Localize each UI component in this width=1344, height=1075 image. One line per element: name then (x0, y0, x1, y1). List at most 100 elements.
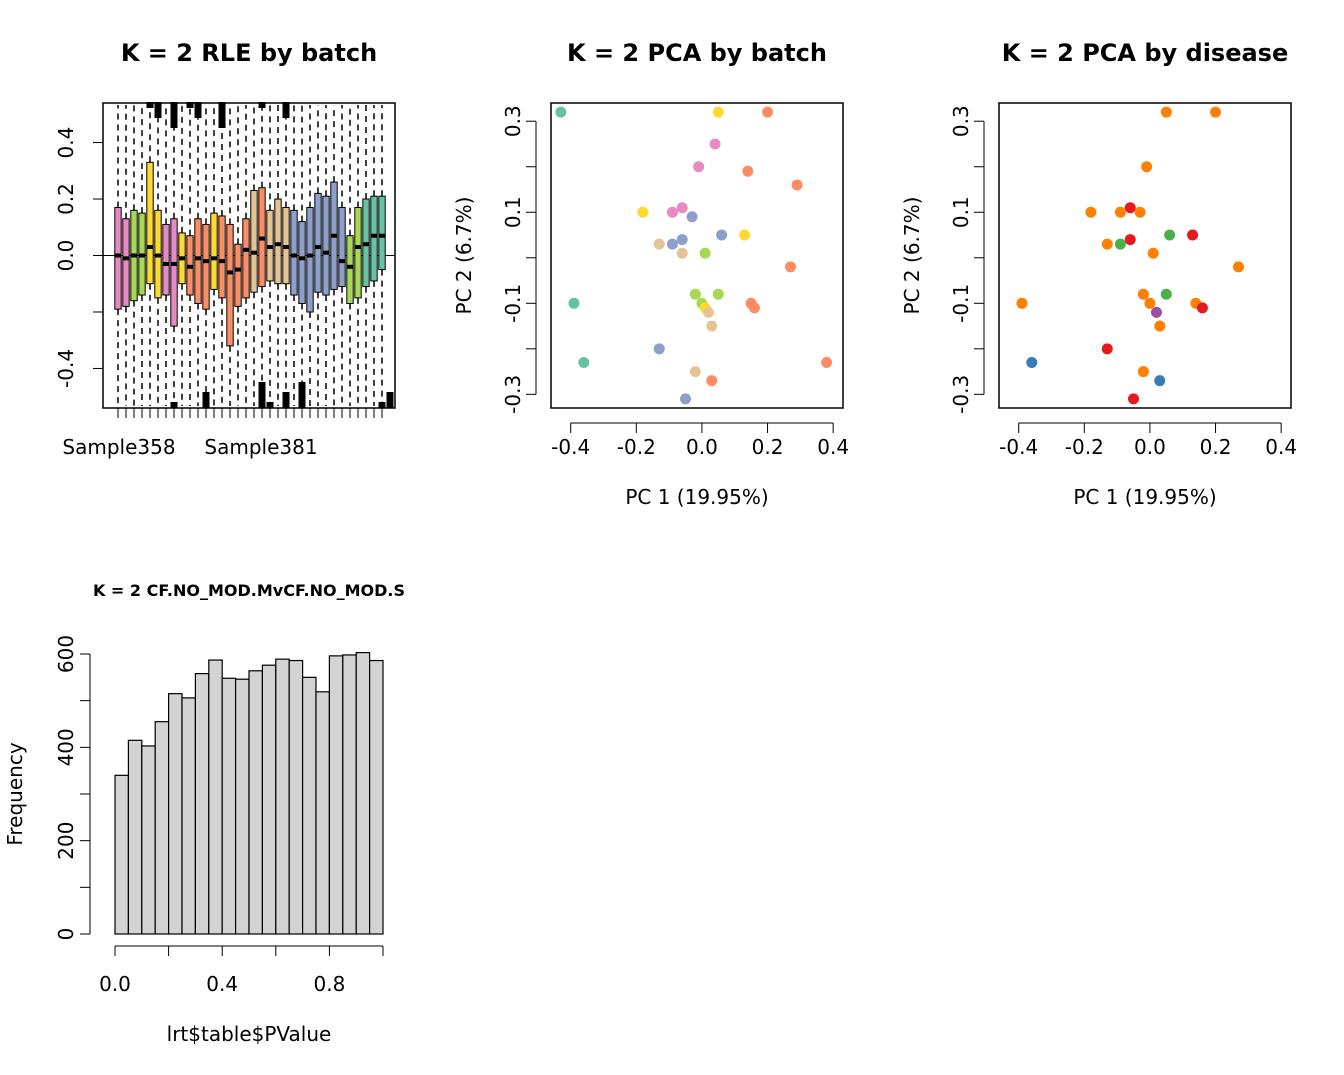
pca-batch-point (637, 206, 649, 218)
rle-box (242, 218, 250, 299)
rle-outlier-top (218, 102, 226, 128)
pca-disease-point (1141, 161, 1153, 173)
pca-batch-point (712, 106, 724, 118)
pca-batch-x-tick-label: 0.4 (817, 435, 849, 459)
rle-outlier-bottom (170, 402, 178, 408)
pca-batch-point (676, 234, 688, 246)
rle-box (170, 218, 178, 327)
rle-box (210, 212, 218, 290)
pca-batch-point (821, 356, 833, 368)
rle-y-tick-label: -0.4 (54, 349, 78, 388)
pca-batch-point (666, 206, 678, 218)
histogram-x-tick-label: 0.8 (313, 972, 345, 996)
rle-box (122, 218, 130, 307)
pca-disease-point (1154, 320, 1166, 332)
pca-batch-point (680, 393, 692, 405)
rle-box (194, 218, 202, 305)
histogram-bar (221, 677, 237, 935)
histogram-bar (302, 676, 317, 935)
rle-x-tick-label: Sample358 (62, 435, 175, 459)
histogram-x-tick-label: 0.4 (206, 972, 238, 996)
pca-disease-chart-title: K = 2 PCA by disease (1002, 39, 1289, 67)
rle-outlier-bottom (298, 382, 306, 408)
histogram-bar (194, 672, 210, 935)
pca-batch-point (791, 179, 803, 191)
histogram-panel: K = 2 CF.NO_MOD.MvCF.NO_MOD.S 0.0 0.4 0.8 0 2… (3, 581, 405, 1046)
pca-batch-point (568, 297, 580, 309)
pca-batch-point (712, 288, 724, 300)
rle-outlier-top (194, 102, 202, 118)
rle-chart-title: K = 2 RLE by batch (121, 39, 377, 67)
histogram-y-tick-label: 600 (54, 635, 78, 673)
rle-outlier-bottom (378, 402, 386, 408)
rle-box (370, 195, 378, 282)
pca-disease-x-tick-label: 0.0 (1134, 435, 1166, 459)
pca-batch-x-tick-label: 0.0 (686, 435, 718, 459)
pca-disease-panel: K = 2 PCA by disease -0.4 -0.2 0.0 0.2 0.4 0.3… (900, 39, 1297, 509)
histogram-bar (369, 659, 384, 935)
rle-outlier-top (170, 102, 178, 128)
pca-disease-point (1085, 206, 1097, 218)
pca-batch-y-tick-label: 0.1 (501, 196, 525, 228)
pca-disease-y-tick-label: 0.1 (949, 196, 973, 228)
histogram-bar (315, 691, 330, 935)
pca-batch-point (653, 343, 665, 355)
pca-batch-plot-frame (550, 102, 844, 409)
rle-outlier-bottom (202, 392, 210, 408)
pca-batch-point (699, 247, 711, 259)
pca-batch-panel: K = 2 PCA by batch -0.4 -0.2 0.0 0.2 0.4 0.3 0.… (452, 39, 849, 509)
pca-batch-y-tick-label: 0.3 (501, 105, 525, 137)
rle-box (314, 192, 322, 293)
histogram-bar (355, 651, 371, 935)
pca-disease-y-axis-label: PC 2 (6.7%) (900, 197, 924, 315)
pca-batch-y-tick-label: -0.1 (501, 284, 525, 323)
pca-disease-point (1114, 238, 1126, 250)
pca-disease-point (1160, 288, 1172, 300)
pca-disease-point (1124, 234, 1136, 246)
rle-outlier-top (154, 102, 162, 118)
pca-batch-x-axis-label: PC 1 (19.95%) (625, 485, 768, 509)
pca-disease-point (1210, 106, 1222, 118)
pca-batch-point (578, 356, 590, 368)
rle-box (234, 243, 242, 307)
pca-batch-point (716, 229, 728, 241)
histogram-bar (141, 745, 156, 935)
pca-disease-point (1187, 229, 1199, 241)
rle-box (322, 195, 330, 296)
pca-disease-point (1134, 206, 1146, 218)
rle-box (298, 221, 306, 305)
histogram-y-tick-label: 400 (54, 728, 78, 766)
pca-disease-plot-frame (998, 102, 1292, 409)
pca-batch-point (676, 202, 688, 214)
histogram-y-axis-label: Frequency (3, 742, 27, 845)
rle-box (378, 195, 386, 271)
histogram-bar (235, 678, 250, 935)
rle-outlier-top (146, 102, 154, 108)
pca-disease-y-tick-label: 0.3 (949, 105, 973, 137)
rle-box (114, 206, 122, 310)
rle-outlier-bottom (258, 382, 266, 408)
pca-batch-point (748, 302, 760, 314)
pca-disease-x-tick-label: -0.4 (999, 435, 1038, 459)
histogram-title: K = 2 CF.NO_MOD.MvCF.NO_MOD.S (93, 581, 405, 600)
rle-box (226, 223, 234, 347)
rle-box (306, 206, 314, 313)
histogram-bar (168, 693, 183, 935)
pca-disease-point (1233, 261, 1245, 273)
pca-batch-point (555, 106, 567, 118)
rle-box (250, 190, 258, 293)
rle-boxplot-panel: K = 2 RLE by batch -0.4 0.0 0.2 0.4 Sample358… (54, 39, 396, 459)
pca-disease-x-tick-label: -0.2 (1065, 435, 1104, 459)
pca-batch-point (706, 320, 718, 332)
histogram-bar (181, 697, 196, 935)
pca-disease-point (1124, 202, 1136, 214)
pca-disease-point (1150, 306, 1162, 318)
pca-disease-x-tick-label: 0.2 (1200, 435, 1232, 459)
rle-box (218, 215, 226, 299)
pca-batch-chart-title: K = 2 PCA by batch (567, 39, 827, 67)
histogram-bar (154, 721, 170, 935)
pca-batch-x-tick-label: 0.2 (752, 435, 784, 459)
pca-batch-point (739, 229, 751, 241)
histogram-bar (275, 658, 290, 935)
